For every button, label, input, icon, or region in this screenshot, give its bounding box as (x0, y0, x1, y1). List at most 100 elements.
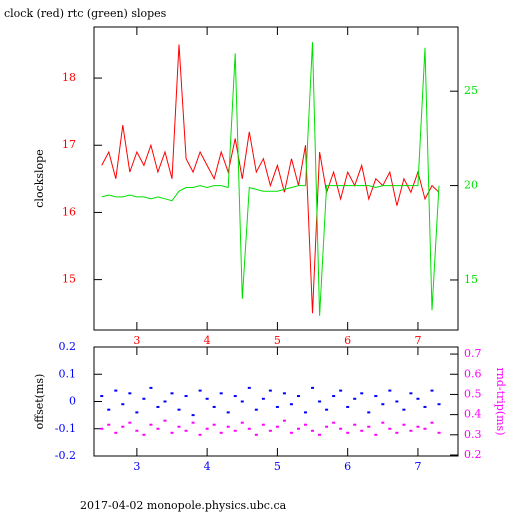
x-tick-label: 4 (204, 460, 211, 473)
scatter-point (247, 427, 251, 430)
scatter-point (289, 431, 293, 434)
scatter-point (325, 408, 329, 411)
scatter-point (423, 427, 427, 430)
scatter-point (191, 421, 195, 424)
scatter-point (381, 403, 385, 406)
y-tick-label: 15 (62, 273, 76, 286)
x-tick-label: 6 (344, 460, 351, 473)
plot-frame (93, 26, 459, 331)
scatter-point (275, 405, 279, 408)
scatter-point (374, 433, 378, 436)
y-axis-label: offset(ms) (33, 374, 46, 430)
scatter-point (437, 403, 441, 406)
scatter-point (268, 429, 272, 432)
y2-tick-label: 0.2 (464, 448, 482, 461)
y2-tick-label: 25 (464, 84, 478, 97)
scatter-point (402, 423, 406, 426)
y2-tick-label: 20 (464, 179, 478, 192)
scatter-point (374, 395, 378, 398)
scatter-point (332, 395, 336, 398)
scatter-point (226, 411, 230, 414)
x-tick-label: 4 (204, 334, 211, 347)
scatter-point (107, 408, 111, 411)
scatter-point (149, 423, 153, 426)
scatter-point (416, 425, 420, 428)
scatter-point (156, 427, 160, 430)
scatter-point (261, 397, 265, 400)
y2-tick-label: 15 (464, 273, 478, 286)
scatter-point (282, 392, 286, 395)
y-tick-label: 18 (62, 71, 76, 84)
scatter-point (219, 392, 223, 395)
scatter-point (423, 405, 427, 408)
scatter-point (409, 392, 413, 395)
scatter-point (184, 429, 188, 432)
scatter-point (114, 431, 118, 434)
y-tick-label: -0.2 (55, 449, 76, 462)
scatter-point (353, 423, 357, 426)
scatter-point (247, 386, 251, 389)
scatter-point (289, 403, 293, 406)
scatter-point (311, 429, 315, 432)
scatter-point (304, 423, 308, 426)
y-tick-label: 17 (62, 138, 76, 151)
scatter-point (254, 408, 258, 411)
x-tick-label: 5 (274, 334, 281, 347)
scatter-point (261, 423, 265, 426)
scatter-point (339, 389, 343, 392)
scatter-point (135, 429, 139, 432)
scatter-point (149, 386, 153, 389)
scatter-point (318, 400, 322, 403)
y2-tick-label: 0.3 (464, 428, 482, 441)
y2-tick-label: 0.5 (464, 387, 482, 400)
scatter-point (142, 397, 146, 400)
x-tick-label: 6 (344, 334, 351, 347)
scatter-point (402, 408, 406, 411)
scatter-point (212, 423, 216, 426)
scatter-point (177, 425, 181, 428)
x-tick-label: 3 (133, 460, 140, 473)
scatter-point (282, 419, 286, 422)
scatter-point (318, 433, 322, 436)
scatter-point (121, 425, 125, 428)
scatter-point (296, 395, 300, 398)
y2-tick-label: 0.7 (464, 347, 482, 360)
chart-title: clock (red) rtc (green) slopes (4, 7, 167, 20)
scatter-point (304, 411, 308, 414)
scatter-point (254, 433, 258, 436)
scatter-point (367, 411, 371, 414)
x-tick-label: 7 (414, 460, 421, 473)
scatter-point (128, 392, 132, 395)
scatter-point (233, 429, 237, 432)
scatter-point (156, 405, 160, 408)
series-line (101, 42, 440, 316)
scatter-point (184, 395, 188, 398)
scatter-point (381, 421, 385, 424)
scatter-point (268, 389, 272, 392)
scatter-point (353, 397, 357, 400)
scatter-point (346, 431, 350, 434)
scatter-point (121, 403, 125, 406)
scatter-point (409, 429, 413, 432)
scatter-point (395, 400, 399, 403)
y-tick-label: 0 (69, 395, 76, 408)
x-tick-label: 3 (133, 334, 140, 347)
scatter-point (346, 405, 350, 408)
scatter-point (311, 386, 315, 389)
scatter-point (325, 425, 329, 428)
scatter-point (437, 431, 441, 434)
scatter-point (360, 429, 364, 432)
scatter-point (198, 389, 202, 392)
scatter-point (226, 425, 230, 428)
scatter-point (177, 408, 181, 411)
footer: 2017-04-02 monopole.physics.ubc.ca (80, 499, 287, 512)
scatter-point (163, 419, 167, 422)
y2-tick-label: 0.6 (464, 367, 482, 380)
scatter-point (339, 427, 343, 430)
scatter-point (395, 431, 399, 434)
scatter-point (367, 425, 371, 428)
y-tick-label: 16 (62, 205, 76, 218)
scatter-point (205, 397, 209, 400)
x-tick-label: 5 (274, 460, 281, 473)
scatter-point (360, 392, 364, 395)
